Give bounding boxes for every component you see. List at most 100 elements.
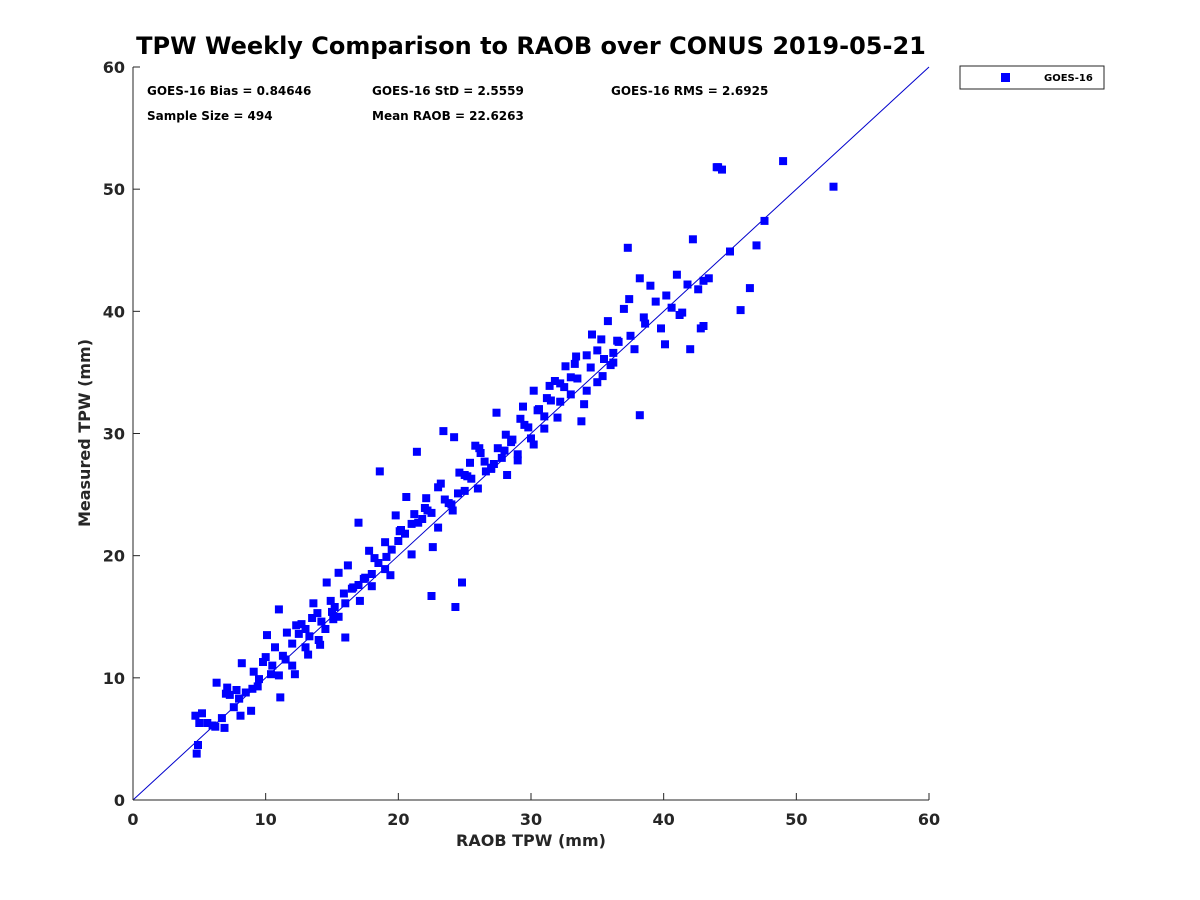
data-point	[493, 444, 502, 453]
data-point	[381, 538, 390, 547]
data-point	[745, 284, 754, 293]
data-point	[249, 667, 258, 676]
data-point	[191, 711, 200, 720]
data-point	[672, 270, 681, 279]
stats-annotations: GOES-16 Bias = 0.84646 GOES-16 StD = 2.5…	[147, 84, 768, 123]
data-point	[572, 352, 581, 361]
data-point	[451, 603, 460, 611]
data-point	[657, 324, 665, 333]
data-point	[367, 582, 376, 591]
data-point	[625, 295, 634, 304]
data-point	[458, 578, 466, 587]
data-point	[699, 276, 708, 285]
data-point	[550, 377, 559, 385]
data-point	[427, 592, 436, 600]
y-tick-label: 30	[103, 425, 125, 444]
data-point	[420, 504, 429, 512]
data-point	[829, 182, 838, 191]
data-point	[529, 440, 538, 449]
data-point	[304, 650, 313, 659]
axis-ticks: 0 10 20 30 40 50 60 0 10 20 30 40 50 60	[103, 58, 940, 829]
data-point	[500, 446, 509, 455]
data-point	[635, 411, 644, 420]
data-point	[600, 355, 608, 363]
data-point	[391, 511, 400, 520]
data-point	[422, 494, 431, 503]
data-point	[395, 527, 404, 536]
data-point	[305, 632, 314, 641]
data-point	[520, 420, 529, 429]
data-point	[343, 561, 352, 570]
data-point	[450, 433, 459, 442]
data-point	[354, 581, 363, 589]
series-goes-16	[191, 157, 838, 758]
data-point	[194, 741, 202, 749]
data-point	[588, 330, 596, 339]
data-point	[274, 671, 283, 680]
data-point	[317, 617, 326, 626]
data-point	[503, 471, 512, 479]
data-point	[683, 280, 692, 289]
data-point	[326, 596, 335, 605]
data-point	[630, 345, 639, 354]
data-point	[281, 655, 290, 664]
data-point	[714, 163, 723, 172]
data-point	[329, 615, 338, 624]
data-point	[223, 683, 232, 692]
data-point	[760, 216, 769, 225]
data-point	[635, 274, 644, 283]
x-tick-label: 60	[918, 810, 940, 829]
data-point	[407, 550, 416, 559]
chart-title: TPW Weekly Comparison to RAOB over CONUS…	[136, 32, 926, 60]
data-point	[308, 614, 317, 622]
data-point	[553, 413, 562, 422]
data-point	[220, 723, 229, 732]
data-point	[367, 570, 376, 578]
data-point	[382, 552, 391, 561]
data-point	[726, 247, 734, 256]
data-point	[374, 559, 383, 567]
data-point	[267, 670, 275, 679]
data-point	[556, 397, 565, 406]
data-point	[241, 688, 250, 697]
x-tick-label: 50	[785, 810, 807, 829]
data-point	[561, 362, 570, 371]
plot-area	[132, 66, 930, 801]
data-point	[255, 675, 263, 684]
data-point	[365, 546, 374, 555]
data-point	[593, 346, 602, 355]
data-point	[203, 719, 212, 727]
data-point	[519, 402, 527, 411]
data-point	[407, 519, 416, 528]
data-point	[235, 694, 244, 703]
data-point	[736, 306, 745, 315]
data-point	[641, 319, 650, 328]
data-point	[619, 304, 628, 313]
data-point	[686, 345, 695, 354]
stat-bias: GOES-16 Bias = 0.84646	[147, 84, 311, 98]
data-point	[609, 348, 618, 357]
data-point	[473, 484, 482, 493]
data-point	[662, 291, 671, 300]
data-point	[334, 568, 343, 577]
data-point	[282, 628, 291, 637]
data-point	[316, 640, 325, 649]
data-point	[623, 243, 632, 252]
data-point	[440, 495, 449, 504]
data-point	[301, 643, 310, 652]
data-point	[268, 661, 277, 670]
data-point	[492, 408, 501, 417]
data-point	[582, 386, 591, 395]
y-tick-label: 10	[103, 669, 125, 688]
data-point	[481, 467, 490, 476]
data-point	[752, 241, 761, 250]
data-point	[274, 605, 283, 614]
data-point	[334, 612, 343, 621]
y-axis-label: Measured TPW (mm)	[75, 339, 94, 527]
data-point	[232, 686, 241, 694]
data-point	[436, 479, 445, 488]
data-point	[626, 331, 635, 340]
data-point	[247, 706, 256, 715]
x-tick-label: 40	[653, 810, 675, 829]
data-point	[292, 621, 301, 630]
